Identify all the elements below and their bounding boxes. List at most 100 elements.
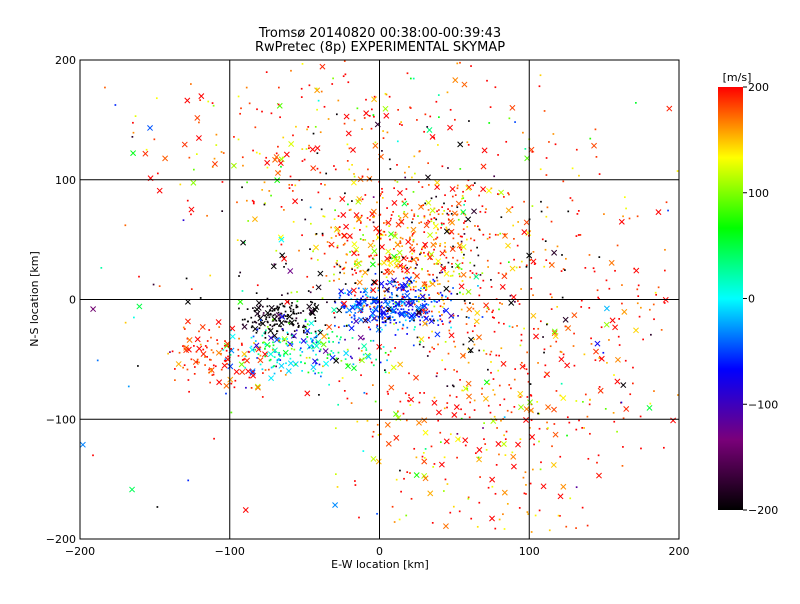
data-point-dot <box>419 253 421 256</box>
data-point-dot <box>449 232 452 235</box>
data-point-cross <box>383 112 390 119</box>
data-point-dot <box>344 73 347 76</box>
data-point-dot <box>211 374 214 376</box>
data-point-dot <box>264 369 267 371</box>
data-point-dot <box>437 213 440 216</box>
data-point-dot <box>363 391 366 394</box>
data-point-dot <box>137 365 139 367</box>
data-point-cross <box>287 360 294 367</box>
data-point-dot <box>575 235 578 237</box>
data-point-dot <box>531 151 534 153</box>
data-point-dot <box>358 359 361 361</box>
data-point-dot <box>247 220 250 222</box>
data-point-dot <box>208 329 211 331</box>
data-point-dot <box>632 382 634 385</box>
data-point-dot <box>663 269 666 272</box>
data-point-dot <box>297 322 299 325</box>
data-point-dot <box>354 484 357 486</box>
data-point-dot <box>212 104 215 107</box>
data-point-dot <box>355 300 357 303</box>
data-point-dot <box>333 165 335 167</box>
data-point-cross <box>281 336 288 343</box>
data-point-dot <box>299 341 301 344</box>
data-point-dot <box>513 258 515 261</box>
data-point-cross <box>313 244 319 251</box>
data-point-dot <box>349 355 352 358</box>
data-point-dot <box>327 337 330 339</box>
data-point-dot <box>479 287 482 289</box>
data-point-dot <box>289 307 292 310</box>
data-point-dot <box>424 113 427 116</box>
data-point-dot <box>354 269 356 272</box>
data-point-dot <box>449 394 451 397</box>
data-point-dot <box>441 294 444 297</box>
data-point-dot <box>360 311 362 314</box>
data-point-dot <box>277 311 280 314</box>
data-point-dot <box>445 226 448 229</box>
data-point-dot <box>523 327 525 330</box>
data-point-dot <box>277 145 279 148</box>
data-point-cross <box>274 170 281 176</box>
data-point-dot <box>398 123 401 125</box>
data-point-dot <box>447 208 449 210</box>
data-point-dot <box>435 195 438 198</box>
data-point-dot <box>208 368 210 371</box>
data-point-dot <box>369 308 372 310</box>
data-point-dot <box>571 199 574 202</box>
data-point-dot <box>623 196 626 199</box>
data-point-dot <box>555 340 558 343</box>
data-point-dot <box>437 324 440 326</box>
data-point-dot <box>436 319 439 322</box>
data-point-cross <box>288 319 295 326</box>
data-point-dot <box>288 344 291 346</box>
data-point-cross <box>398 310 405 317</box>
data-point-dot <box>367 168 369 171</box>
data-point-dot <box>458 267 460 270</box>
data-point-dot <box>520 361 523 364</box>
data-point-dot <box>216 339 218 341</box>
data-point-dot <box>437 144 439 146</box>
data-point-cross <box>281 255 288 262</box>
data-point-dot <box>421 316 424 319</box>
data-point-dot <box>447 230 450 233</box>
data-point-dot <box>402 412 405 415</box>
data-point-dot <box>294 319 297 322</box>
data-point-dot <box>368 255 371 258</box>
data-point-cross <box>432 223 439 230</box>
data-point-dot <box>377 287 379 290</box>
data-point-dot <box>488 233 491 235</box>
data-point-dot <box>494 86 497 89</box>
data-point-dot <box>158 285 161 288</box>
data-point-dot <box>316 359 319 361</box>
data-point-dot <box>562 180 565 183</box>
data-point-dot <box>431 522 434 524</box>
data-point-dot <box>381 321 384 324</box>
data-point-dot <box>392 302 395 305</box>
data-point-dot <box>314 320 317 322</box>
data-point-cross <box>510 453 517 460</box>
data-point-dot <box>413 447 416 450</box>
data-point-dot <box>372 258 375 261</box>
data-point-dot <box>417 288 420 291</box>
data-point-dot <box>293 330 296 332</box>
data-point-cross <box>427 254 434 261</box>
data-point-dot <box>400 221 403 224</box>
data-point-cross <box>620 382 627 389</box>
data-point-dot <box>323 252 326 255</box>
data-point-dot <box>333 316 336 319</box>
data-point-dot <box>308 84 311 87</box>
data-point-dot <box>284 373 287 376</box>
data-point-cross <box>460 244 467 250</box>
data-point-dot <box>463 354 466 357</box>
data-point-dot <box>312 250 314 253</box>
data-point-dot <box>410 300 412 303</box>
data-point-dot <box>530 277 533 279</box>
data-point-cross <box>365 353 372 360</box>
data-point-cross <box>282 349 289 356</box>
data-point-dot <box>259 354 262 357</box>
data-point-dot <box>520 260 523 263</box>
data-point-dot <box>473 338 476 341</box>
data-point-dot <box>543 265 546 268</box>
data-point-dot <box>564 325 567 328</box>
data-point-dot <box>334 427 337 430</box>
